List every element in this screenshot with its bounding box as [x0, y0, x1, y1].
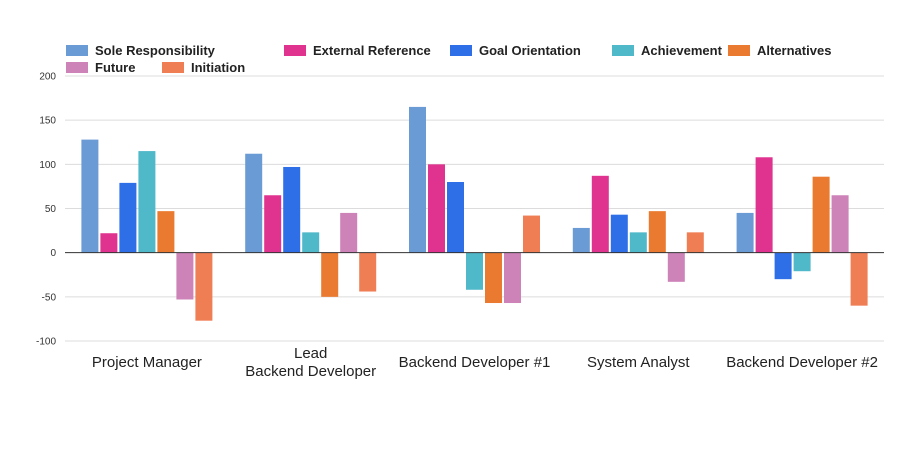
legend-item-alternatives[interactable]: Alternatives	[728, 43, 831, 58]
legend-label: Alternatives	[757, 43, 831, 58]
bar-external-reference	[100, 233, 118, 253]
legend-swatch	[728, 45, 750, 56]
y-axis-tick-labels: 200 150 100 50 0 -50 -100	[36, 72, 56, 348]
legend-label: Initiation	[191, 60, 245, 75]
y-tick-label: 150	[39, 116, 56, 127]
bar-goal-orientation	[610, 214, 628, 253]
bar-goal-orientation	[283, 166, 301, 253]
bar-achievement	[138, 151, 156, 253]
y-tick-label: 0	[50, 248, 56, 259]
bar-alternatives	[321, 252, 339, 297]
category-label: Backend Developer #1	[399, 354, 551, 371]
bar-external-reference	[428, 164, 445, 253]
bar-achievement	[793, 252, 811, 272]
legend-swatch	[284, 45, 306, 56]
legend-label: Goal Orientation	[479, 43, 581, 58]
bar-sole-responsibility	[245, 153, 263, 253]
legend-item-external-reference[interactable]: External Reference	[284, 43, 431, 58]
legend-item-initiation[interactable]: Initiation	[162, 60, 245, 75]
legend-swatch	[66, 45, 88, 56]
legend-item-future[interactable]: Future	[66, 60, 135, 75]
bar-sole-responsibility	[736, 212, 754, 253]
bar-alternatives	[485, 252, 502, 304]
bar-external-reference	[264, 195, 282, 253]
bar-future	[176, 252, 194, 300]
bar-goal-orientation	[447, 182, 464, 253]
category-label: Lead	[294, 345, 327, 362]
bar-achievement	[629, 232, 647, 253]
y-tick-label: -100	[36, 337, 56, 348]
legend-swatch	[612, 45, 634, 56]
legend-label: Sole Responsibility	[95, 43, 216, 58]
bars	[81, 106, 868, 321]
category-label: Backend Developer	[245, 363, 376, 380]
bar-future	[831, 195, 849, 253]
bar-initiation	[523, 215, 540, 253]
legend-item-sole-responsibility[interactable]: Sole Responsibility	[66, 43, 216, 58]
bar-sole-responsibility	[409, 106, 426, 253]
category-label: Project Manager	[92, 354, 202, 371]
bar-alternatives	[157, 211, 175, 253]
legend-item-achievement[interactable]: Achievement	[612, 43, 723, 58]
bar-external-reference	[755, 157, 773, 253]
legend-swatch	[66, 62, 88, 73]
bar-initiation	[195, 252, 213, 321]
bar-achievement	[302, 232, 320, 253]
legend-item-goal-orientation[interactable]: Goal Orientation	[450, 43, 581, 58]
y-tick-label: -50	[42, 292, 57, 303]
bar-initiation	[359, 252, 377, 292]
bar-future	[340, 212, 358, 253]
y-tick-label: 200	[39, 72, 56, 83]
y-tick-label: 100	[39, 160, 56, 171]
bar-future	[504, 252, 521, 304]
y-tick-label: 50	[45, 204, 57, 215]
legend-label: Achievement	[641, 43, 723, 58]
bar-achievement	[466, 252, 483, 290]
legend: Sole Responsibility External Reference Goa…	[66, 43, 831, 75]
bar-sole-responsibility	[572, 227, 590, 253]
bar-external-reference	[591, 175, 609, 253]
legend-swatch	[162, 62, 184, 73]
legend-swatch	[450, 45, 472, 56]
bar-sole-responsibility	[81, 139, 99, 253]
bar-alternatives	[648, 211, 666, 253]
bar-goal-orientation	[774, 252, 792, 280]
legend-label: Future	[95, 60, 135, 75]
category-label: Backend Developer #2	[726, 354, 878, 371]
bar-alternatives	[812, 176, 830, 253]
bar-initiation	[686, 232, 704, 253]
bar-initiation	[850, 252, 868, 306]
legend-label: External Reference	[313, 43, 431, 58]
bar-future	[667, 252, 685, 282]
bar-goal-orientation	[119, 182, 137, 253]
category-label: System Analyst	[587, 354, 690, 371]
